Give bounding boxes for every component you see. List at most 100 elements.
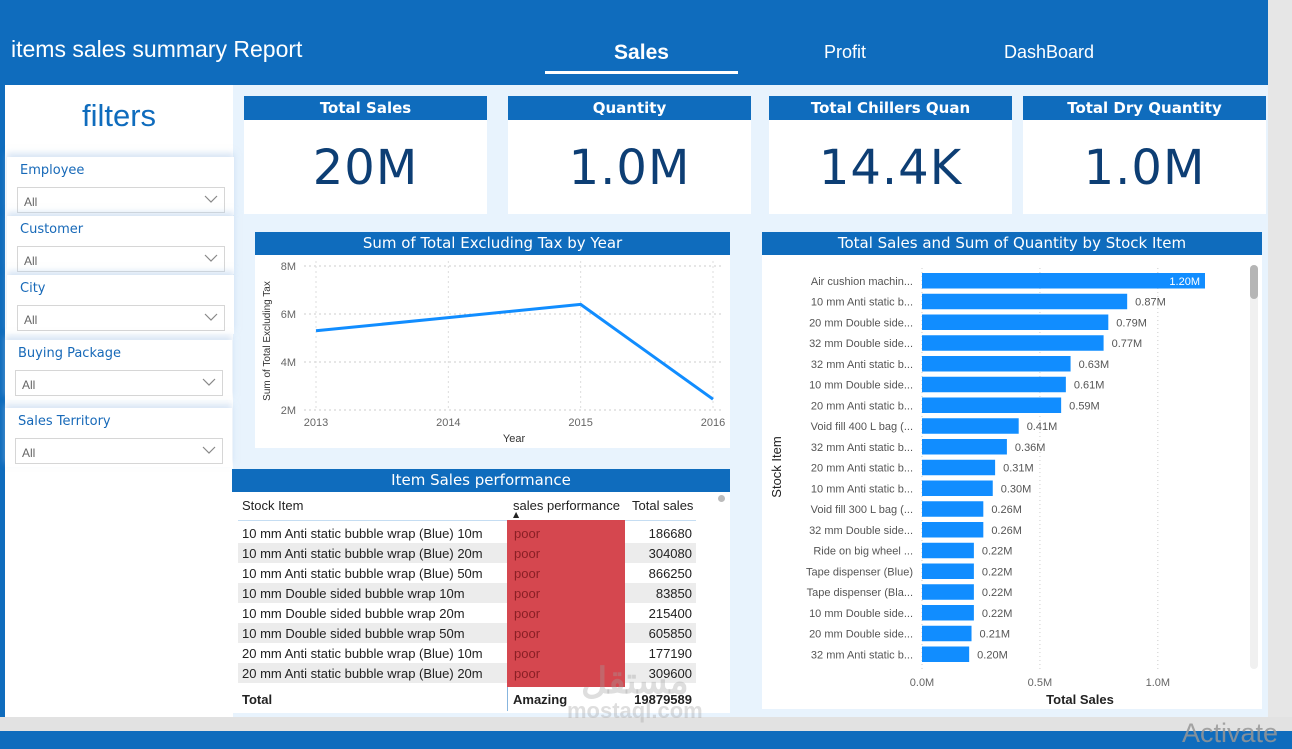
sales-territory-dropdown[interactable]: All — [15, 438, 223, 464]
data-label: 0.41M — [1027, 421, 1058, 433]
table-row[interactable]: 10 mm Anti static bubble wrap (Blue) 10m… — [238, 523, 696, 543]
bar[interactable] — [922, 625, 972, 642]
tab-sales[interactable]: Sales — [614, 41, 669, 64]
kpi-value: 14.4K — [818, 140, 963, 196]
category-label: 20 mm Anti static b... — [811, 400, 913, 412]
slicer-label: Sales Territory — [18, 414, 111, 429]
y-tick-label: 2M — [281, 405, 296, 417]
bar[interactable] — [922, 459, 996, 476]
kpi-title: Total Chillers Quan — [769, 96, 1012, 120]
x-tick-label: 2015 — [568, 417, 592, 429]
bar[interactable] — [922, 563, 974, 580]
stock-item-cell: 10 mm Double sided bubble wrap 20m — [242, 606, 465, 621]
column-header-total-sales[interactable]: Total sales — [632, 498, 694, 513]
slicer-value: All — [24, 313, 38, 327]
bar[interactable] — [922, 501, 984, 517]
total-sales-cell: 605850 — [648, 626, 692, 641]
bar-chart: Air cushion machin... 1.20M 10 mm Anti sta… — [769, 265, 1258, 707]
bar[interactable] — [922, 542, 974, 559]
slicer-value: All — [24, 195, 38, 209]
bar[interactable] — [922, 439, 1007, 455]
category-label: 10 mm Anti static b... — [811, 483, 913, 495]
performance-color-fill — [507, 683, 625, 687]
line-series[interactable] — [315, 302, 714, 401]
tab-profit[interactable]: Profit — [823, 42, 866, 62]
bar[interactable] — [922, 522, 984, 538]
chevron-down-icon — [204, 254, 218, 262]
category-label: 20 mm Double side... — [809, 629, 913, 641]
slicer-sales-territory: Sales Territory All — [5, 408, 232, 467]
bar[interactable] — [922, 418, 1019, 434]
category-label: Air cushion machin... — [811, 276, 913, 288]
data-label: 0.63M — [1079, 359, 1110, 371]
active-tab-indicator — [545, 71, 738, 74]
column-header-sales-performance[interactable]: sales performance — [513, 498, 620, 513]
data-label: 0.59M — [1069, 400, 1100, 412]
data-label: 0.26M — [991, 504, 1022, 516]
customer-dropdown[interactable]: All — [17, 246, 225, 272]
total-sales-cell: 177190 — [648, 646, 692, 661]
chevron-down-icon — [202, 378, 216, 386]
data-label: 0.22M — [982, 608, 1013, 620]
category-label: Void fill 400 L bag (... — [811, 421, 913, 433]
city-dropdown[interactable]: All — [17, 305, 225, 331]
kpi-title: Total Sales — [244, 96, 487, 120]
bar[interactable] — [922, 646, 970, 663]
bar[interactable] — [922, 356, 1071, 372]
bar[interactable] — [922, 293, 1128, 310]
bar[interactable] — [922, 397, 1062, 414]
table-row[interactable]: 10 mm Double sided bubble wrap 20m poor 21… — [238, 603, 696, 623]
bar[interactable] — [922, 584, 974, 600]
y-tick-label: 8M — [281, 261, 296, 273]
slicer-label: Employee — [20, 163, 85, 178]
category-label: 20 mm Double side... — [809, 317, 913, 329]
data-label: 0.36M — [1015, 442, 1046, 454]
data-label: 0.20M — [977, 649, 1008, 661]
right-gutter — [1268, 0, 1292, 731]
category-label: 20 mm Anti static b... — [811, 463, 913, 475]
stock-item-cell: 10 mm Double sided bubble wrap 10m — [242, 586, 465, 601]
bar[interactable] — [922, 273, 1205, 289]
bar[interactable] — [922, 376, 1066, 393]
table-row[interactable]: 10 mm Double sided bubble wrap 50m poor 60… — [238, 623, 696, 643]
column-header-stock-item[interactable]: Stock Item — [242, 498, 304, 513]
kpi-value: 1.0M — [568, 140, 691, 196]
tab-dashboard[interactable]: DashBoard — [1003, 42, 1095, 62]
scroll-indicator[interactable] — [718, 495, 725, 502]
scrollbar-track[interactable] — [1250, 265, 1258, 669]
table-row[interactable]: 10 mm Anti static bubble wrap (Blue) 50m… — [238, 563, 696, 583]
total-sales-cell: 866250 — [648, 566, 692, 581]
table-row[interactable]: 10 mm Double sided bubble wrap 10m poor 83… — [238, 583, 696, 603]
y-axis-label: Stock Item — [769, 436, 784, 497]
stock-item-cell: 10 mm Anti static bubble wrap (Blue) 50m — [242, 566, 483, 581]
category-label: 32 mm Anti static b... — [811, 649, 913, 661]
category-label: 32 mm Double side... — [809, 338, 913, 350]
stock-item-cell: 10 mm Double sided bubble wrap 50m — [242, 626, 465, 641]
employee-dropdown[interactable]: All — [17, 187, 225, 213]
chevron-down-icon — [202, 446, 216, 454]
chart-title: Total Sales and Sum of Quantity by Stock… — [762, 232, 1262, 255]
x-axis-label: Total Sales — [1046, 692, 1114, 707]
kpi-card-quantity: Quantity 1.0M — [508, 96, 751, 214]
table-row[interactable]: 10 mm Anti static bubble wrap (Blue) 20m… — [238, 543, 696, 563]
x-tick-label: 2016 — [701, 417, 725, 429]
bar[interactable] — [922, 314, 1109, 331]
bar[interactable] — [922, 605, 974, 621]
buying-package-dropdown[interactable]: All — [15, 370, 223, 396]
category-label: Void fill 300 L bag (... — [811, 504, 913, 516]
total-sales-cell: 304080 — [648, 546, 692, 561]
sort-ascending-icon: ▲ — [513, 510, 520, 519]
bar[interactable] — [922, 480, 993, 497]
total-sales-cell: 186680 — [648, 526, 692, 541]
chart-title: Sum of Total Excluding Tax by Year — [255, 232, 730, 255]
table-row[interactable]: 20 mm Anti static bubble wrap (Blue) 20m… — [238, 663, 696, 683]
table-row[interactable]: 20 mm Anti static bubble wrap (Blue) 10m… — [238, 643, 696, 663]
column-divider — [507, 687, 508, 711]
kpi-card-total-dry-quantity: Total Dry Quantity 1.0M — [1023, 96, 1266, 214]
stock-item-cell: 10 mm Anti static bubble wrap (Blue) 20m — [242, 546, 483, 561]
report-title: items sales summary Report — [11, 36, 303, 62]
sales-performance-cell: poor — [507, 583, 625, 603]
scrollbar-thumb[interactable] — [1250, 265, 1258, 299]
bar[interactable] — [922, 335, 1104, 351]
bar-chart-visual: Total Sales and Sum of Quantity by Stock… — [762, 232, 1262, 709]
